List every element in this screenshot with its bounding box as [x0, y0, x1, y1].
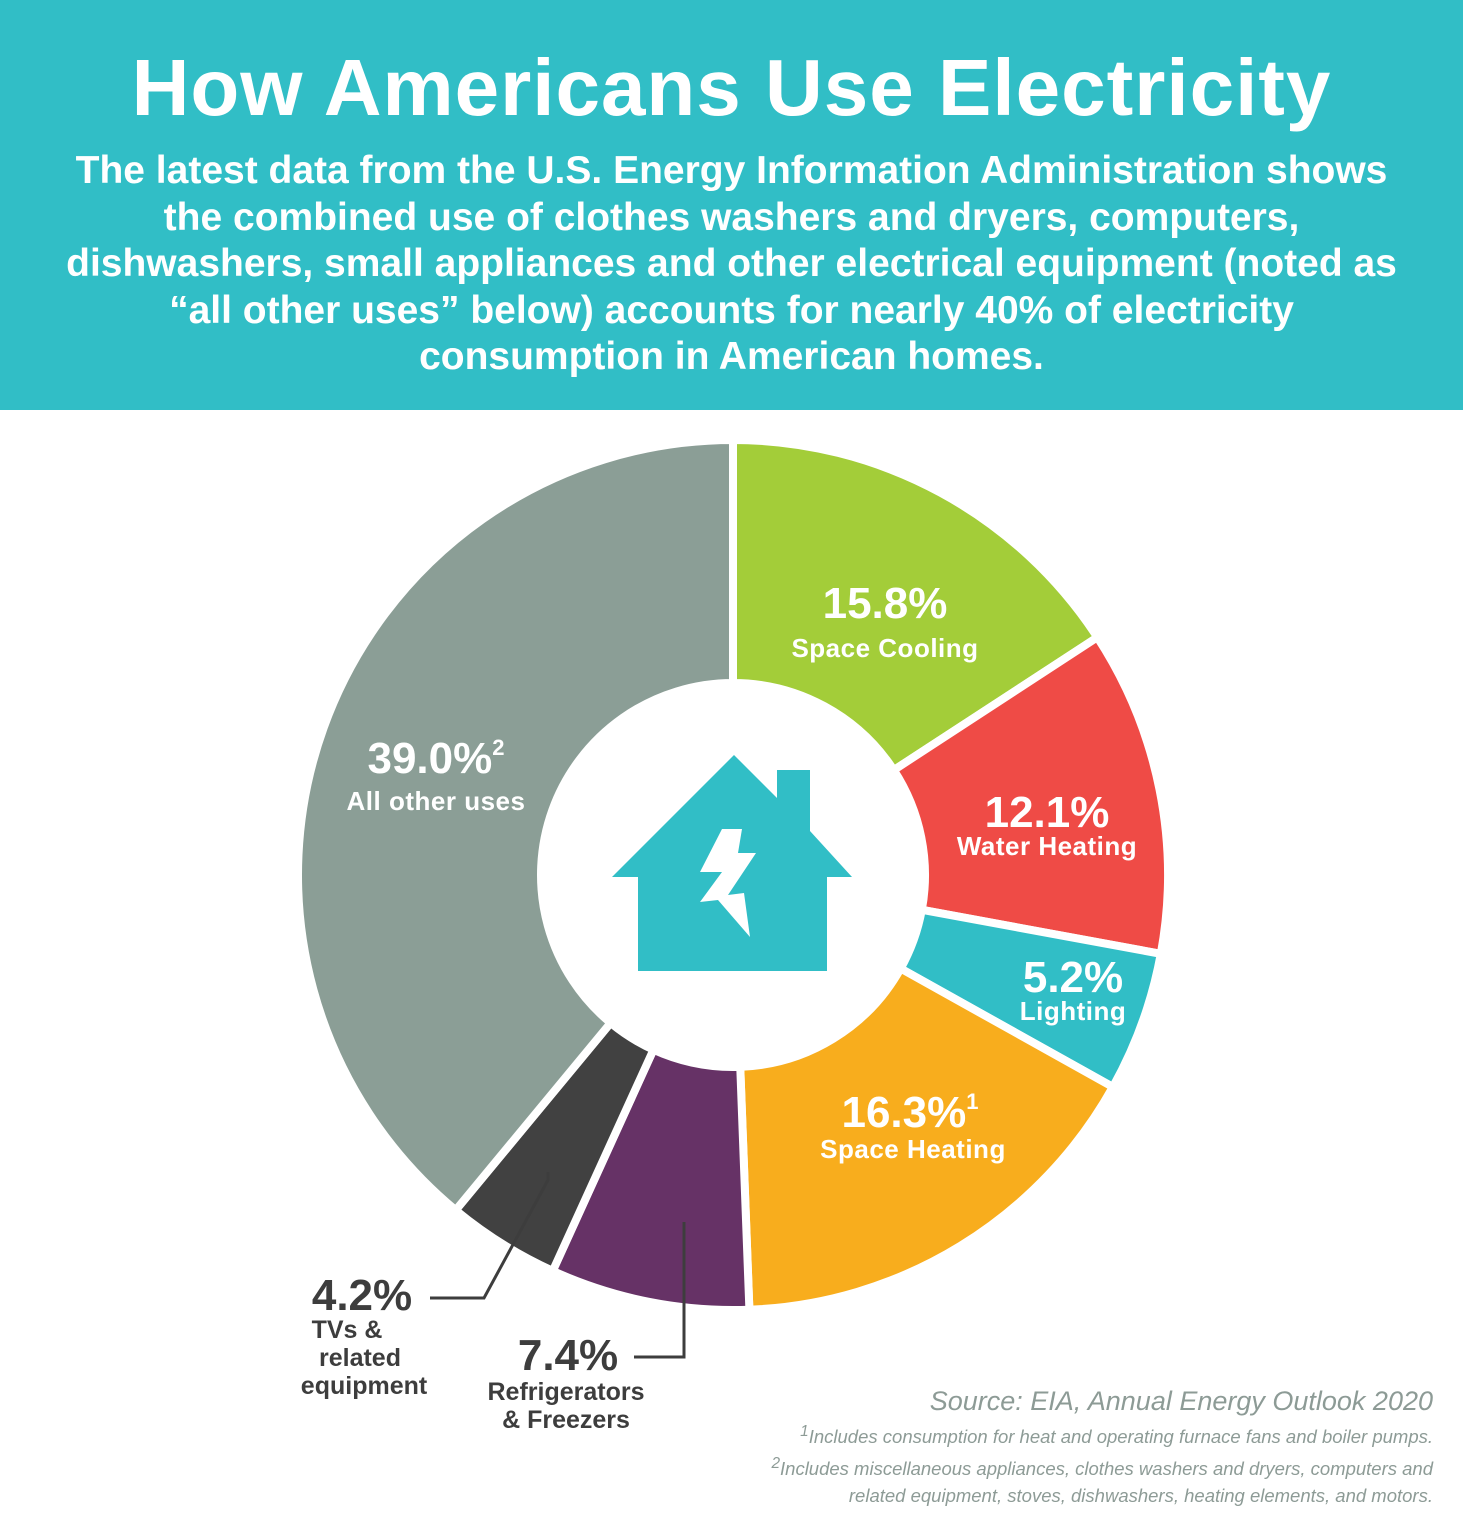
space-heating-footnote-mark: 1: [966, 1089, 978, 1114]
slice-water-heating: [888, 631, 1172, 959]
all-other-pct-value: 39.0%: [367, 734, 492, 783]
footnote-2-text: Includes miscellaneous appliances, cloth…: [780, 1458, 1433, 1480]
slice-label-space-cooling: Space Cooling: [791, 633, 978, 663]
outside-label-refrigerators-line1: Refrigerators: [488, 1378, 645, 1406]
slice-label-all-other: All other uses: [347, 786, 526, 816]
source-text: Source: EIA, Annual Energy Outlook 2020: [929, 1386, 1433, 1416]
slice-label-space-heating: Space Heating: [820, 1134, 1006, 1164]
slice-pct-lighting: 5.2%: [1023, 953, 1123, 1002]
leader-line-tvs: [430, 1172, 550, 1300]
footnote-2-continued: related equipment, stoves, dishwashers, …: [848, 1485, 1433, 1507]
slice-space-cooling: [729, 435, 1103, 776]
outside-pct-refrigerators: 7.4%: [518, 1331, 618, 1380]
slice-pct-all-other: 39.0%2: [367, 734, 504, 783]
outside-pct-tvs: 4.2%: [312, 1271, 412, 1320]
outside-label-tvs-line1: TVs &: [312, 1316, 383, 1344]
slice-label-lighting: Lighting: [1020, 996, 1127, 1026]
house-lightning-icon: [612, 755, 852, 971]
footnote-1-mark: 1: [800, 1423, 809, 1440]
slice-space-heating: [736, 963, 1119, 1314]
outside-label-tvs-line2: related: [319, 1344, 401, 1372]
slice-pct-space-heating: 16.3%1: [841, 1088, 978, 1137]
source-block: Source: EIA, Annual Energy Outlook 2020 …: [533, 1384, 1433, 1509]
page-subtitle: The latest data from the U.S. Energy Inf…: [66, 149, 1397, 378]
footnote-2: 2Includes miscellaneous appliances, clot…: [533, 1450, 1433, 1482]
all-other-footnote-mark: 2: [492, 735, 504, 760]
slice-all-other-uses: [294, 435, 737, 1216]
slice-label-water-heating: Water Heating: [957, 831, 1137, 861]
page-title: How Americans Use Electricity: [131, 43, 1332, 132]
footnote-1-text: Includes consumption for heat and operat…: [808, 1426, 1433, 1448]
footnote-1: 1Includes consumption for heat and opera…: [533, 1418, 1433, 1450]
outside-label-refrigerators-line2: & Freezers: [502, 1406, 630, 1434]
outside-label-tvs-line3: equipment: [301, 1372, 428, 1400]
slice-pct-water-heating: 12.1%: [985, 788, 1110, 837]
footnote-2-mark: 2: [771, 1455, 781, 1473]
header-banner: How Americans Use Electricity The latest…: [0, 0, 1463, 410]
slice-pct-space-cooling: 15.8%: [823, 579, 948, 628]
leader-line-refrigerators: [634, 1222, 686, 1359]
space-heating-pct-value: 16.3%: [841, 1088, 966, 1137]
